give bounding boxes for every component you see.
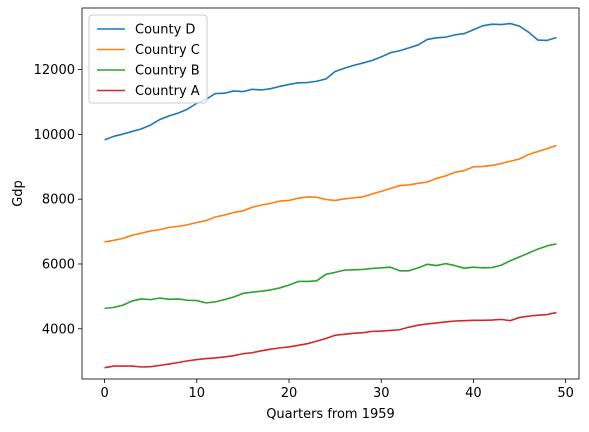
y-tick-label: 12000 <box>34 63 75 78</box>
y-axis-ticks: 4000 6000 8000 10000 12000 <box>34 63 82 337</box>
x-axis-ticks: 0 10 20 30 40 50 <box>100 379 574 401</box>
x-axis-label: Quarters from 1959 <box>266 407 395 422</box>
series-line-0 <box>104 22 557 141</box>
y-tick-label: 10000 <box>34 128 75 143</box>
x-tick-label: 10 <box>189 386 206 401</box>
legend-entry-2: Country B <box>135 64 200 79</box>
plot-frame <box>81 7 580 380</box>
legend-entry-1: Country C <box>135 43 200 58</box>
legend: County D Country C Country B Country A <box>88 14 208 104</box>
series-line-3 <box>104 311 557 369</box>
x-tick-label: 20 <box>281 386 298 401</box>
x-tick-label: 50 <box>557 386 574 401</box>
x-tick-label: 30 <box>373 386 390 401</box>
y-axis-label: Gdp <box>11 180 26 207</box>
x-tick-label: 0 <box>100 386 108 401</box>
x-tick-label: 40 <box>465 386 482 401</box>
series-line-1 <box>104 144 557 243</box>
y-tick-label: 4000 <box>42 322 75 337</box>
legend-entry-3: Country A <box>135 84 200 99</box>
series-lines <box>104 22 557 369</box>
legend-box <box>88 14 208 104</box>
y-tick-label: 8000 <box>42 193 75 208</box>
series-line-2 <box>104 243 557 310</box>
legend-entry-0: County D <box>135 23 195 38</box>
y-tick-label: 6000 <box>42 257 75 272</box>
